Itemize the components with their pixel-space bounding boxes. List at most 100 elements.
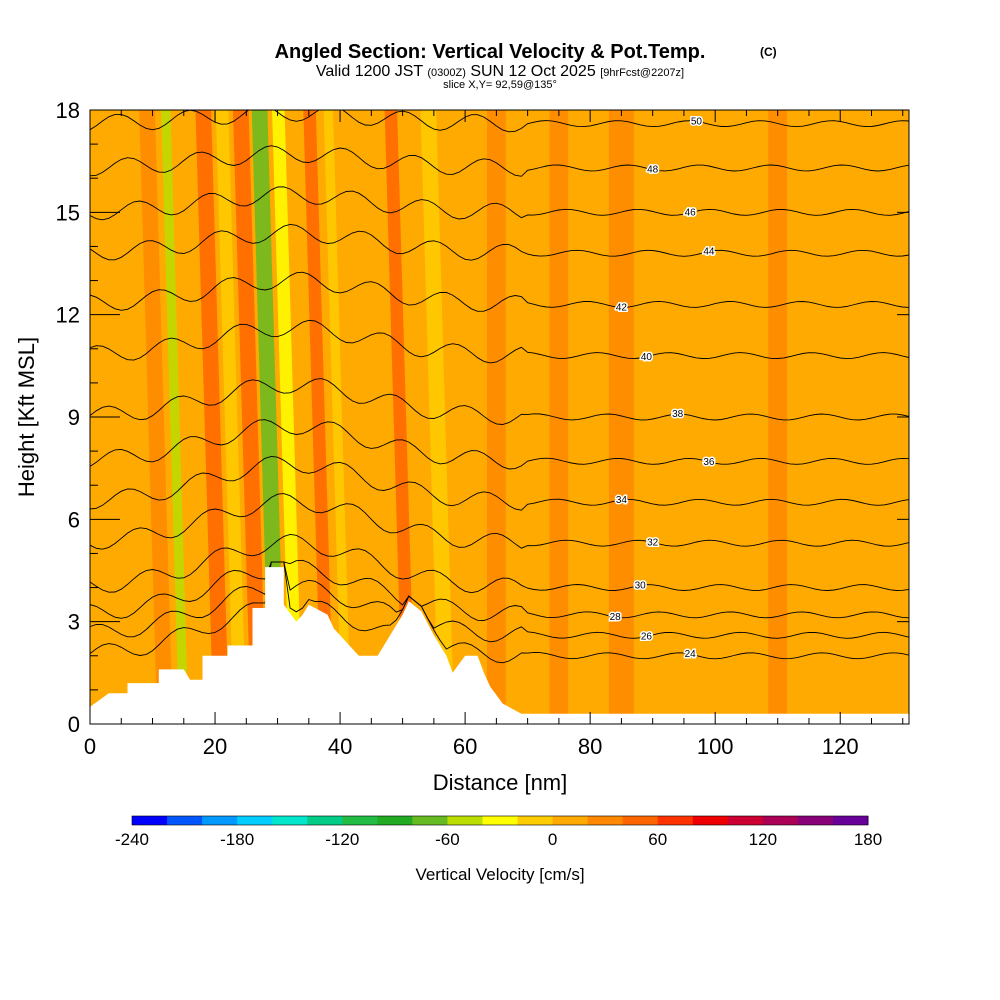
y-tick-label: 3 [68, 610, 80, 635]
plot-area: 24 26 28 30 32 34 36 38 40 42 44 46 48 50 [90, 110, 909, 724]
contour-label: 28 [610, 612, 622, 623]
colorbar-tick-label: -60 [435, 830, 460, 849]
theta-contour [90, 533, 909, 594]
theta-contour [90, 559, 909, 621]
velocity-band [139, 110, 173, 724]
y-tick-label: 12 [56, 303, 80, 328]
colorbar-swatch [832, 816, 869, 825]
colorbar-swatch [622, 816, 659, 825]
terrain [90, 567, 909, 724]
colorbar-swatch [552, 816, 589, 825]
velocity-band [384, 110, 416, 724]
colorbar-tick-label: 120 [749, 830, 777, 849]
theta-contour [90, 419, 909, 470]
colorbar-swatch [762, 816, 799, 825]
contour-label: 24 [685, 649, 697, 660]
colorbar-label: Vertical Velocity [cm/s] [415, 865, 584, 884]
colorbar-swatch [342, 816, 378, 825]
colorbar: -240 -180 -120 -60 0 60 120 180 [115, 815, 882, 849]
velocity-band [486, 110, 506, 724]
subtitle-valid: Valid 1200 JST [316, 63, 424, 80]
colorbar-swatch [132, 816, 168, 825]
potential-temperature-contours [90, 110, 909, 664]
contour-label: 32 [647, 537, 659, 548]
velocity-band [323, 110, 352, 724]
contour-label: 44 [703, 247, 715, 258]
theta-contour [90, 493, 909, 550]
contour-label: 34 [616, 495, 628, 506]
subtitle-forecast: [9hrFcst@2207z] [600, 67, 684, 79]
colorbar-tick-label: -120 [325, 830, 359, 849]
x-axis-label: Distance [nm] [433, 770, 568, 795]
slice-label: slice X,Y= 92,59@135° [443, 79, 557, 91]
colorbar-tick-label: 0 [548, 830, 557, 849]
vertical-velocity-field [90, 110, 909, 724]
y-tick-label: 0 [68, 712, 80, 737]
velocity-band [303, 110, 334, 724]
colorbar-frame [131, 815, 869, 826]
contour-label: 46 [685, 208, 697, 219]
colorbar-swatch [307, 816, 343, 825]
velocity-band [161, 110, 189, 724]
contour-label: 38 [672, 409, 684, 420]
contour-label: 26 [641, 632, 653, 643]
colorbar-swatch [447, 816, 483, 825]
colorbar-swatch [692, 816, 729, 825]
contour-labels: 24 26 28 30 32 34 36 38 40 42 44 46 48 50 [608, 115, 716, 662]
colorbar-swatch [272, 816, 308, 825]
chart-title: Angled Section: Vertical Velocity & Pot.… [275, 41, 706, 63]
colorbar-tick-label: 60 [648, 830, 667, 849]
theta-contour [90, 561, 909, 664]
colorbar-swatch [377, 816, 413, 825]
velocity-band [195, 110, 230, 724]
theta-contour [90, 145, 909, 177]
velocity-band [232, 110, 267, 724]
contour-label: 30 [635, 580, 647, 591]
contour-label: 50 [691, 116, 703, 127]
y-tick-label: 9 [68, 405, 80, 430]
x-axis: 0 20 40 60 80 100 120 [84, 110, 904, 759]
theta-contour [90, 378, 909, 425]
x-tick-label: 0 [84, 734, 96, 759]
x-tick-label: 100 [697, 734, 734, 759]
theta-contour [90, 561, 909, 643]
colorbar-swatch [727, 816, 764, 825]
colorbar-swatch [412, 816, 448, 825]
y-tick-label: 18 [56, 98, 80, 123]
x-tick-label: 20 [203, 734, 227, 759]
y-tick-label: 6 [68, 507, 80, 532]
velocity-band [549, 110, 569, 724]
y-axis-label: Height [Kft MSL] [14, 337, 39, 497]
subtitle-zulu: (0300Z) [427, 67, 466, 79]
colorbar-swatch [587, 816, 624, 825]
theta-contour [90, 455, 909, 511]
colorbar-tick-label: -180 [220, 830, 254, 849]
subtitle-date: SUN 12 Oct 2025 [470, 63, 596, 80]
colorbar-swatch [657, 816, 694, 825]
colorbar-swatch [202, 816, 238, 825]
y-tick-label: 15 [56, 200, 80, 225]
colorbar-swatch [237, 816, 273, 825]
velocity-band [768, 110, 788, 724]
theta-contour [90, 186, 909, 221]
velocity-band [272, 110, 303, 724]
terrain-shape [90, 567, 909, 724]
chart-title-units: (C) [760, 45, 777, 59]
contour-label: 36 [703, 457, 715, 468]
colorbar-swatch [482, 816, 519, 825]
theta-contour [90, 319, 909, 364]
colorbar-tick-label: 180 [854, 830, 882, 849]
colorbar-swatch [167, 816, 203, 825]
x-tick-label: 60 [453, 734, 477, 759]
colorbar-tick-label: -240 [115, 830, 149, 849]
contour-label: 42 [616, 302, 628, 313]
contour-label: 40 [641, 352, 653, 363]
contour-label: 48 [647, 165, 659, 176]
colorbar-swatch [797, 816, 834, 825]
x-tick-label: 120 [822, 734, 859, 759]
x-tick-label: 40 [328, 734, 352, 759]
chart-subtitle: Valid 1200 JST (0300Z) SUN 12 Oct 2025 [… [316, 63, 684, 80]
velocity-band [608, 110, 634, 724]
